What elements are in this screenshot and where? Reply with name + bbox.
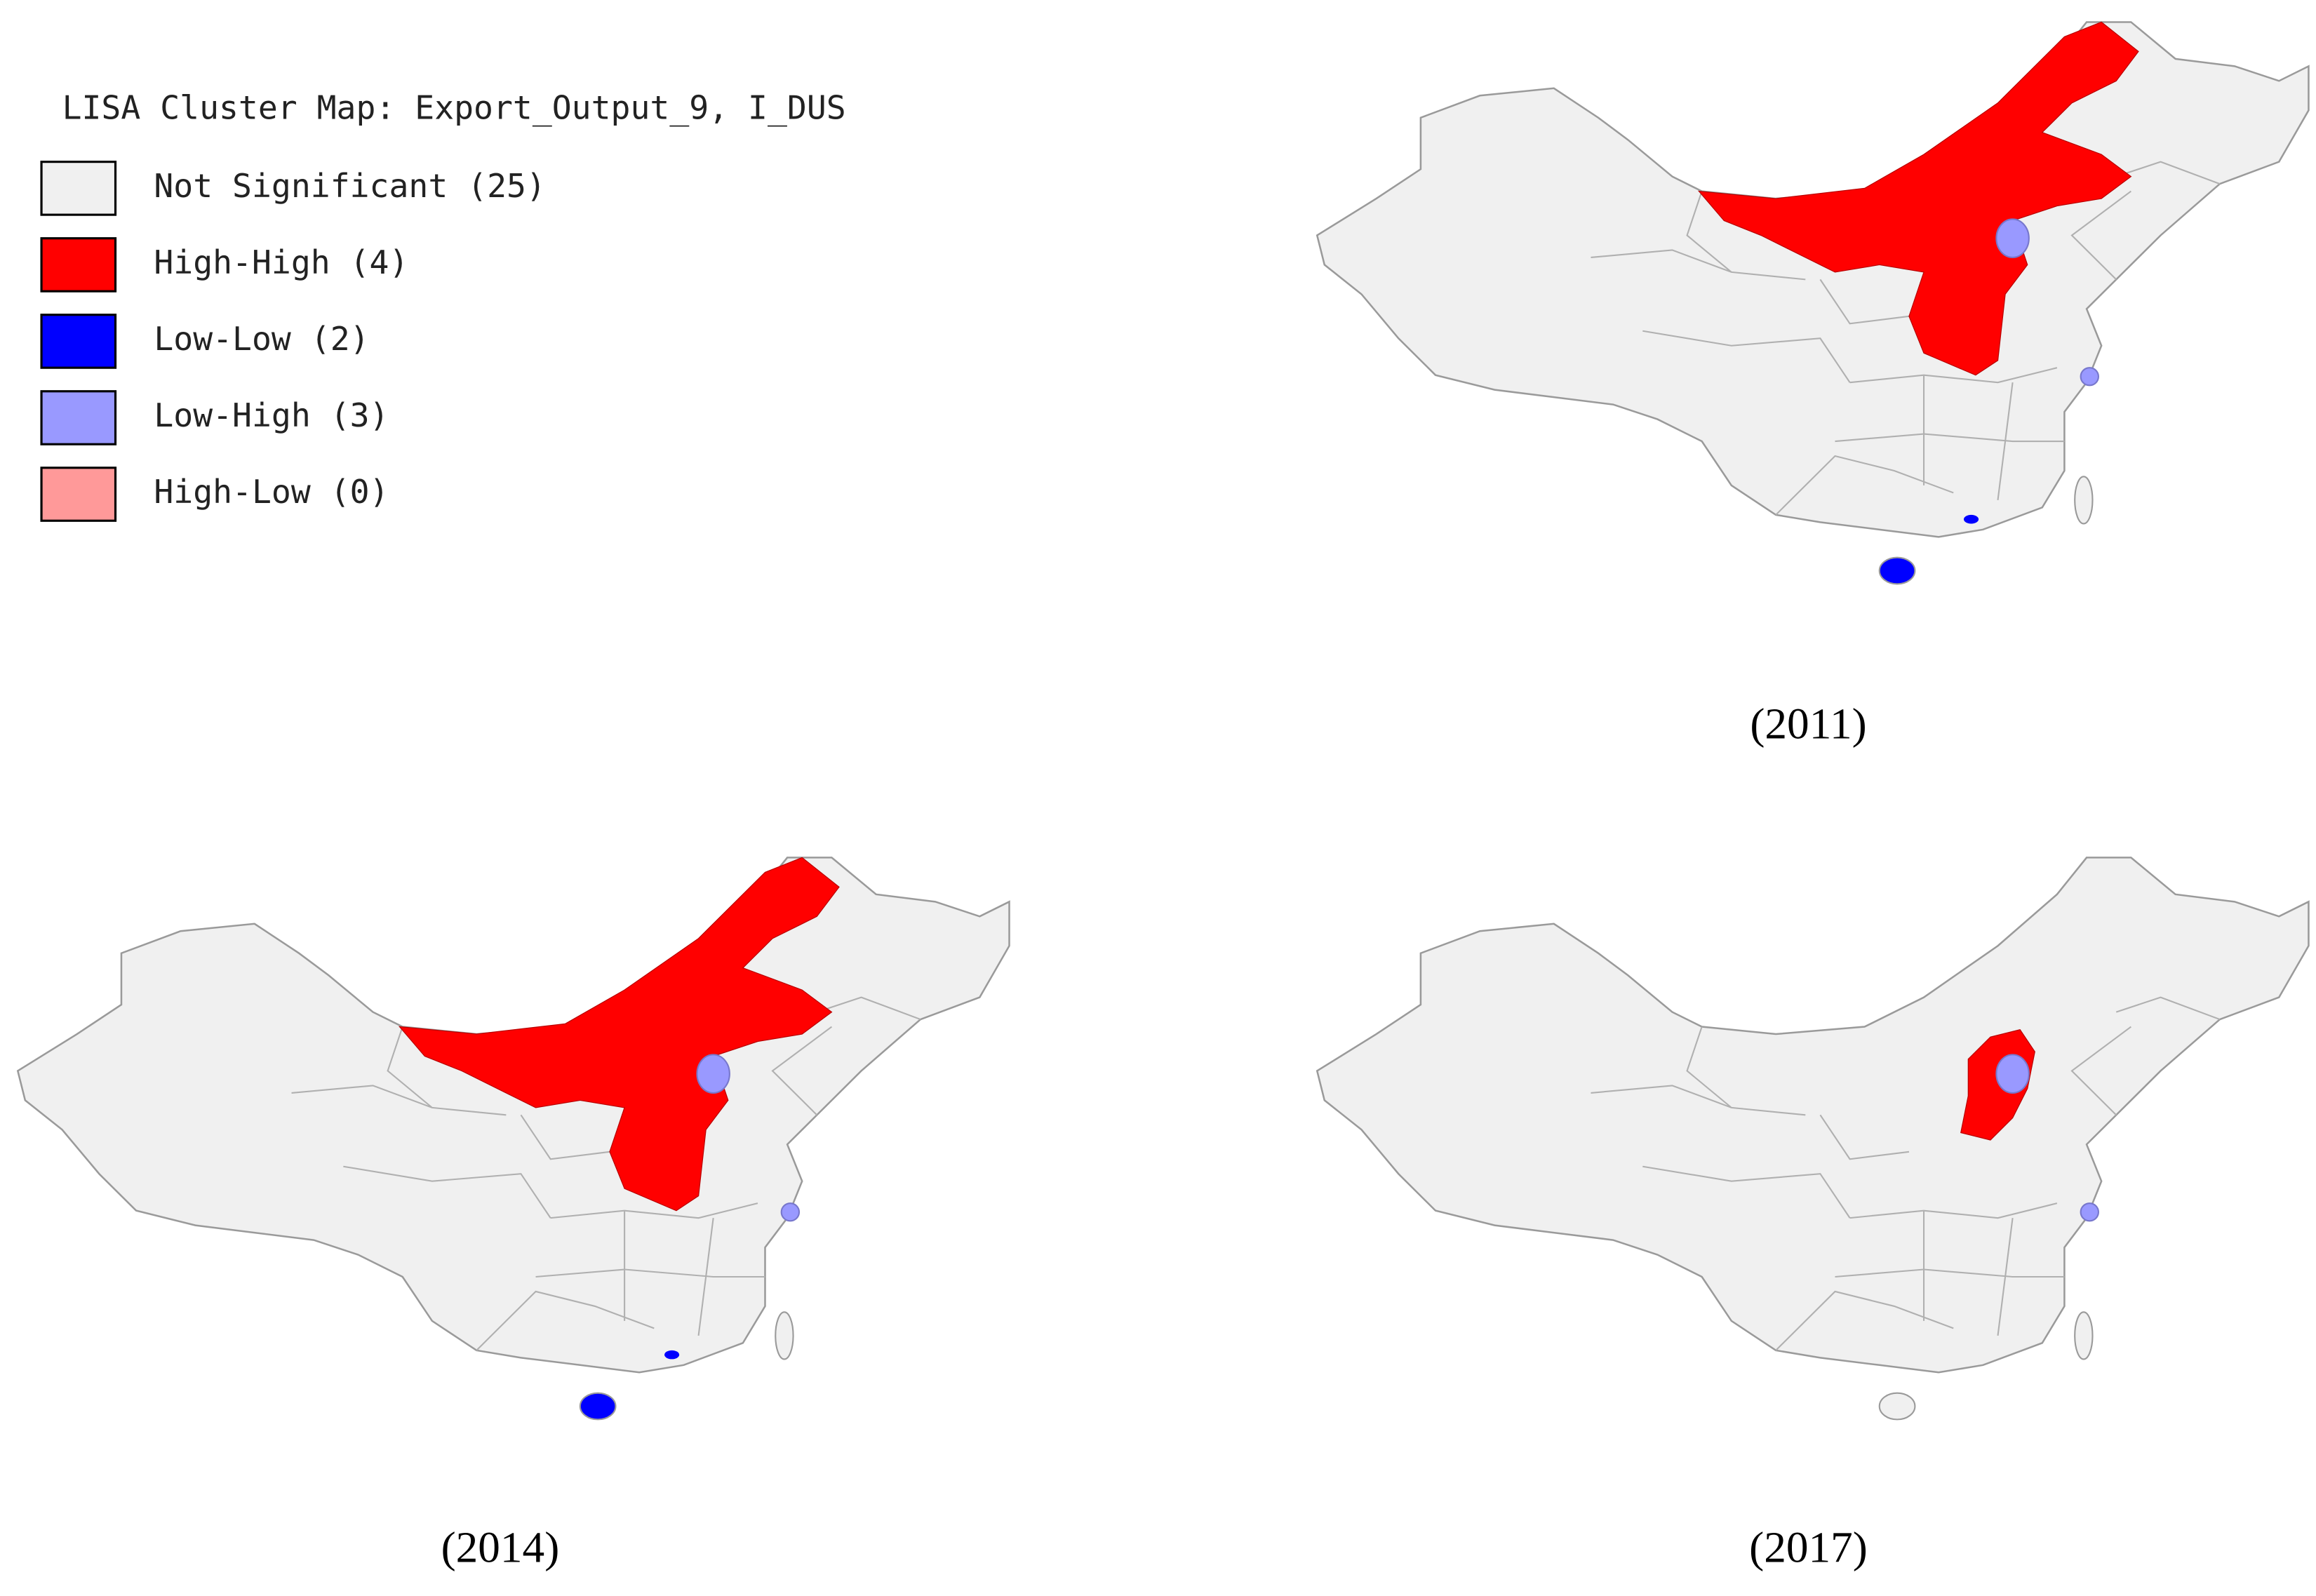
low-high-region — [2080, 367, 2099, 387]
legend-swatch — [40, 237, 117, 293]
low-high-region — [780, 1202, 801, 1222]
taiwan — [2074, 476, 2094, 525]
hainan — [579, 1392, 617, 1421]
hainan — [1878, 1392, 1916, 1421]
low-low-region — [664, 1350, 680, 1360]
taiwan — [2074, 1311, 2094, 1360]
caption: (2017) — [1749, 1523, 1868, 1572]
low-high-region — [1995, 1054, 2030, 1094]
map-panel — [1316, 857, 2310, 1421]
low-high-region — [2080, 1202, 2099, 1222]
legend-label: Low-Low (2) — [154, 320, 369, 358]
caption: (2014) — [441, 1523, 560, 1572]
caption: (2011) — [1750, 699, 1866, 749]
hainan — [1878, 556, 1916, 585]
legend-swatch — [40, 390, 117, 445]
legend-label: Low-High (3) — [154, 396, 389, 434]
country — [17, 857, 1010, 1374]
map-panel — [17, 857, 1010, 1421]
taiwan — [775, 1311, 794, 1360]
legend-swatch — [40, 161, 117, 216]
low-high-region — [696, 1054, 730, 1094]
low-low-region — [1963, 514, 1979, 524]
country — [1316, 857, 2310, 1374]
legend-label: High-Low (0) — [154, 473, 389, 511]
country — [1316, 21, 2310, 538]
legend-label: Not Significant (25) — [154, 167, 546, 205]
legend-swatch — [40, 314, 117, 369]
legend-label: High-High (4) — [154, 243, 408, 281]
legend-swatch — [40, 467, 117, 522]
legend-title: LISA Cluster Map: Export_Output_9, I_DUS — [62, 89, 846, 127]
map-panel — [1316, 21, 2310, 585]
legend: Not Significant (25) High-High (4) Low-Low… — [40, 161, 546, 522]
low-high-region — [1995, 218, 2030, 258]
